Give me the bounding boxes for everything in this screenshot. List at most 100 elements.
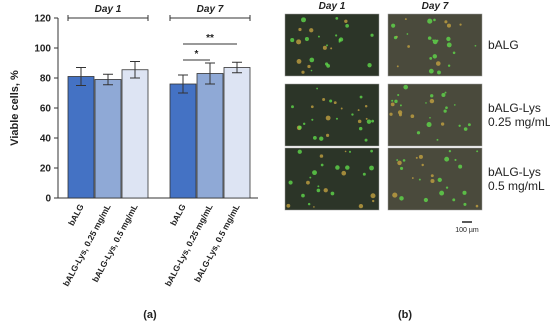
cell (290, 38, 295, 43)
cell (392, 192, 398, 198)
cell (397, 160, 402, 166)
error-bar (232, 61, 242, 74)
cell (358, 126, 363, 131)
cell (358, 203, 364, 209)
group-label: Day 1 (95, 4, 122, 15)
cell (399, 104, 402, 107)
cell (410, 114, 415, 119)
y-tick-label: 0 (45, 194, 51, 205)
cell (389, 112, 393, 116)
cell (341, 170, 347, 176)
bar (94, 79, 122, 199)
cell (429, 56, 433, 60)
cell (446, 36, 451, 42)
cell (344, 150, 347, 153)
cell (313, 206, 315, 208)
cell (430, 174, 434, 178)
cell (447, 64, 451, 67)
cell (433, 18, 436, 22)
y-tick-label: 80 (40, 74, 52, 85)
cell (423, 197, 429, 203)
cell (326, 63, 331, 68)
cell (344, 19, 348, 23)
y-tick-label: 120 (34, 14, 51, 25)
x-tick-label: bALG-Lys, 0.25 mg/mL (163, 202, 215, 288)
x-tick-label: bALG-Lys, 0.25 mg/mL (61, 202, 113, 288)
significance-label: ** (206, 33, 214, 44)
cell (317, 185, 320, 188)
cell (307, 64, 311, 69)
cell (474, 44, 477, 47)
cell (439, 190, 445, 196)
cell (448, 149, 452, 153)
cell (365, 117, 368, 120)
cell (310, 69, 313, 72)
bar (223, 67, 251, 199)
panel-label: (a) (143, 309, 157, 321)
cell (319, 136, 324, 141)
cell (288, 180, 293, 185)
cell (421, 163, 424, 167)
cell (445, 106, 448, 110)
cell (301, 193, 305, 198)
cell (335, 16, 339, 20)
group-bracket (169, 15, 251, 21)
bar (196, 73, 224, 199)
y-tick-label: 100 (34, 44, 51, 55)
y-axis-label: Viable cells, % (9, 70, 21, 146)
cell (458, 164, 463, 169)
cell (338, 40, 341, 43)
group-bracket (67, 15, 149, 21)
cell (325, 115, 331, 121)
cell (436, 138, 439, 141)
cell (437, 177, 442, 183)
cell (475, 204, 479, 208)
cell (429, 116, 431, 119)
cell (396, 159, 399, 162)
cell (399, 166, 404, 170)
cell (463, 127, 468, 131)
cell (440, 122, 445, 126)
cell (291, 105, 294, 109)
cell (322, 97, 326, 102)
cell (340, 107, 343, 110)
group-label: Day 7 (197, 4, 224, 15)
cell (296, 59, 302, 64)
cell (309, 57, 315, 63)
cell (397, 110, 403, 115)
cell (453, 104, 456, 106)
y-tick-label: 20 (40, 164, 52, 175)
cell (297, 125, 302, 130)
cell (452, 51, 456, 55)
cell (427, 36, 432, 40)
micrograph (284, 83, 380, 147)
cell (330, 191, 335, 196)
cell (298, 27, 302, 32)
cell (320, 163, 324, 167)
micrograph (387, 147, 483, 211)
row-label: bALG (488, 38, 519, 52)
cell (404, 18, 407, 21)
cell (406, 33, 409, 35)
cell (319, 154, 324, 158)
cell (309, 28, 314, 33)
cell (432, 54, 438, 59)
cell (454, 158, 457, 162)
cell (428, 68, 434, 74)
cell (452, 198, 456, 202)
cell (390, 102, 395, 107)
cell (364, 105, 368, 108)
y-tick-label: 40 (40, 134, 52, 145)
cell (296, 39, 302, 45)
cell (329, 99, 333, 103)
cell (418, 178, 421, 181)
cell (366, 119, 372, 124)
cell (458, 124, 461, 127)
cell (402, 159, 406, 162)
cell (333, 101, 337, 105)
cell (348, 150, 352, 153)
error-bar (130, 61, 140, 79)
bar (67, 76, 95, 199)
cell (345, 165, 350, 170)
